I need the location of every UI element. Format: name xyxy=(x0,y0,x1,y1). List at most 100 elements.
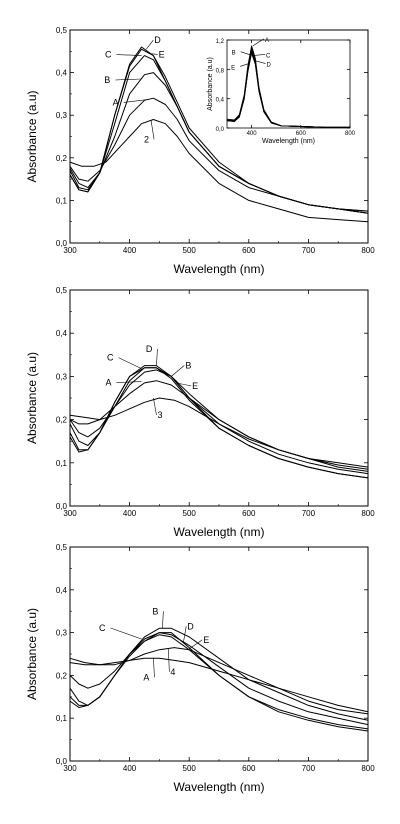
y-tick-label: 0,2 xyxy=(56,154,68,163)
y-tick-label: 0,5 xyxy=(56,543,68,552)
x-tick-label: 600 xyxy=(242,764,256,773)
series-label-c: C xyxy=(99,623,106,633)
x-tick-label: 500 xyxy=(183,509,197,518)
series-label-leader xyxy=(168,648,170,672)
x-tick-label: 500 xyxy=(183,246,197,255)
series-label-c: C xyxy=(105,50,112,60)
y-axis-label: Absorbance (a.u) xyxy=(25,608,39,700)
y-axis-label: Absorbance (a.u) xyxy=(207,57,214,111)
x-tick-label: 300 xyxy=(63,246,77,255)
series-label-e: E xyxy=(159,49,165,59)
x-axis-label: Wavelength (nm) xyxy=(174,525,265,539)
y-tick-label: 0,1 xyxy=(56,459,68,468)
x-axis-label: Wavelength (nm) xyxy=(262,138,315,145)
series-label-e: E xyxy=(192,381,198,391)
series-line-a xyxy=(69,657,369,713)
x-tick-label: 600 xyxy=(242,509,256,518)
series-label-b: B xyxy=(232,51,236,57)
y-tick-label: 0,4 xyxy=(56,329,68,338)
inset-chart: 400 600 800 0,0 0,4 0,8 1,2 Wavelength (nm) Abso… xyxy=(207,38,356,145)
series-label-d: D xyxy=(267,63,272,69)
y-tick-label: 0,2 xyxy=(56,671,68,680)
series-label-leader xyxy=(156,349,158,367)
series-line-e xyxy=(69,48,369,212)
series-line-e xyxy=(69,367,369,479)
series-label-leader xyxy=(171,365,185,377)
chart-3: 300 400 500 600 700 800 0,0 0,1 0,2 0,3 0,4 0,5 Wave… xyxy=(25,543,375,794)
x-tick-label: 300 xyxy=(63,764,77,773)
y-tick-label: 0,4 xyxy=(216,98,225,104)
series-label-e: E xyxy=(231,65,235,71)
series-label-b: B xyxy=(185,360,191,370)
y-tick-label: 0,5 xyxy=(56,286,68,295)
series-line-4 xyxy=(69,647,369,715)
y-tick-label: 0,3 xyxy=(56,372,68,381)
y-tick-label: 0,3 xyxy=(56,629,68,638)
y-axis-label: Absorbance (a.u) xyxy=(25,90,39,182)
x-tick-label: 800 xyxy=(361,509,375,518)
x-axis-label: Wavelength (nm) xyxy=(174,262,265,276)
y-tick-label: 0,1 xyxy=(56,196,68,205)
series-label-d: D xyxy=(146,344,153,354)
series-label-d: D xyxy=(154,35,161,45)
series-label-leader xyxy=(254,54,266,56)
series-line-e xyxy=(226,52,350,128)
y-tick-label: 0,0 xyxy=(56,239,68,248)
x-tick-label: 400 xyxy=(123,246,137,255)
x-tick-label: 400 xyxy=(123,764,137,773)
series-label-leader xyxy=(146,39,154,50)
plot-frame xyxy=(69,289,369,507)
y-axis-label: Absorbance (a.u) xyxy=(25,352,39,444)
series-label-a: A xyxy=(143,672,149,682)
x-tick-label: 700 xyxy=(302,764,316,773)
y-tick-label: 0,5 xyxy=(56,26,68,35)
plot-frame xyxy=(69,546,369,762)
series-label-leader xyxy=(240,63,250,67)
x-tick-label: 600 xyxy=(242,246,256,255)
chart-2: 300 400 500 600 700 800 0,0 0,1 0,2 0,3 0,4 0,5 Wave… xyxy=(25,286,375,539)
x-tick-label: 800 xyxy=(361,246,375,255)
x-tick-label: 400 xyxy=(247,131,258,137)
x-axis-label: Wavelength (nm) xyxy=(174,780,265,794)
series-label-a: A xyxy=(106,378,112,388)
y-tick-label: 0,1 xyxy=(56,714,68,723)
series-label-leader xyxy=(118,357,142,369)
y-tick-label: 0,4 xyxy=(56,69,68,78)
series-label-leader xyxy=(153,658,155,678)
series-line-e xyxy=(69,634,369,732)
series-label-a: A xyxy=(265,38,269,44)
series-label-c: C xyxy=(107,353,114,363)
y-tick-label: 0,0 xyxy=(56,757,68,766)
plot-frame xyxy=(226,39,351,129)
x-tick-label: 700 xyxy=(302,509,316,518)
y-tick-label: 0,8 xyxy=(216,68,225,74)
x-tick-label: 800 xyxy=(345,131,356,137)
series-label-leader xyxy=(240,51,250,55)
series-label-2: 2 xyxy=(144,134,149,144)
series-label-leader xyxy=(153,397,157,416)
series-label-c: C xyxy=(266,53,271,59)
x-tick-label: 300 xyxy=(63,509,77,518)
y-tick-label: 1,2 xyxy=(216,39,225,45)
series-label-e: E xyxy=(203,635,209,645)
x-tick-label: 600 xyxy=(296,131,307,137)
series-label-3: 3 xyxy=(157,410,162,420)
series-label-leader xyxy=(148,53,158,55)
series-label-leader xyxy=(123,99,149,103)
series-label-a: A xyxy=(113,97,119,107)
series-label-leader xyxy=(254,60,266,64)
series-line-c xyxy=(69,367,369,475)
series-label-b: B xyxy=(104,75,110,85)
series-label-leader xyxy=(176,382,192,387)
series-label-leader xyxy=(162,611,164,629)
y-tick-label: 0,2 xyxy=(56,416,68,425)
series-label-leader xyxy=(252,38,264,47)
series-label-4: 4 xyxy=(170,667,175,677)
y-tick-label: 0,4 xyxy=(56,586,68,595)
series-label-leader xyxy=(150,120,155,140)
y-tick-label: 0,3 xyxy=(56,111,68,120)
series-line-2 xyxy=(69,119,369,223)
series-line-b xyxy=(69,627,369,721)
x-tick-label: 700 xyxy=(302,246,316,255)
